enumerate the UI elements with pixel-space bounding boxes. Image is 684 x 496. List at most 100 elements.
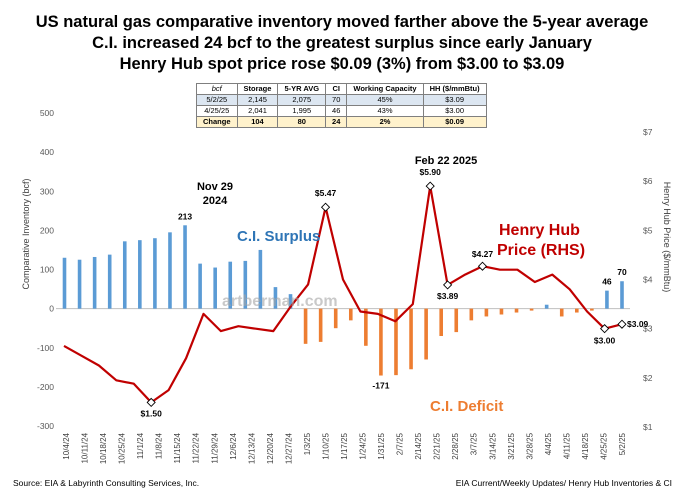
y-tick-left: 0	[49, 304, 54, 314]
ci-bar	[122, 241, 127, 309]
price-line-group	[63, 181, 627, 407]
x-tick: 10/25/24	[118, 432, 127, 464]
ci-bar	[409, 308, 413, 370]
x-tick: 1/3/25	[303, 432, 312, 455]
y-axis-right-ticks: $1 $2 $3 $4 $5 $6 $7	[643, 127, 653, 432]
y-tick-right: $7	[643, 127, 653, 137]
source-right: EIA Current/Weekly Updates/ Henry Hub In…	[456, 478, 672, 488]
price-data-label: $4.27	[472, 249, 494, 259]
x-tick: 10/4/24	[62, 432, 71, 459]
table-cell: 46	[325, 105, 348, 117]
x-tick: 12/27/24	[284, 432, 293, 464]
table-cell: 2,041	[236, 105, 279, 117]
bar-data-label: -171	[372, 381, 389, 391]
price-marker	[320, 202, 331, 212]
x-tick: 12/13/24	[247, 432, 256, 464]
x-tick: 1/24/25	[359, 432, 368, 459]
x-tick: 2/7/25	[396, 432, 405, 455]
ci-bar	[424, 308, 428, 360]
annotation-hh-line-1: Henry Hub	[499, 222, 580, 239]
price-data-label: $5.90	[420, 167, 442, 177]
y-tick-left: -100	[37, 343, 54, 353]
x-tick: 5/2/25	[618, 432, 627, 455]
ci-bar	[484, 308, 489, 317]
x-tick: 3/7/25	[470, 432, 479, 455]
x-tick: 1/31/25	[377, 432, 386, 459]
ci-bar	[499, 308, 504, 315]
table-cell: $3.00	[422, 105, 487, 117]
x-tick: 1/10/25	[322, 432, 331, 459]
ci-bar	[213, 267, 217, 309]
ci-bar	[544, 304, 549, 309]
ci-bar	[529, 308, 534, 311]
y-tick-left: 100	[40, 265, 54, 275]
watermark: artberman.com	[222, 293, 338, 310]
x-tick: 1/17/25	[340, 432, 349, 459]
ci-bar	[243, 260, 248, 309]
table-cell: 24	[325, 116, 348, 128]
x-tick: 2/14/25	[414, 432, 423, 459]
chart-title-line-3: Henry Hub spot price rose $0.09 (3%) fro…	[120, 55, 565, 73]
ci-bar	[77, 259, 82, 309]
ci-bar	[168, 232, 172, 309]
table-row: 5/2/25 2,145 2,075 70 45% $3.09	[196, 94, 487, 106]
ci-bar	[303, 308, 308, 344]
x-tick: 3/21/25	[507, 432, 516, 459]
chart-title-line-1: US natural gas comparative inventory mov…	[36, 13, 649, 31]
y-tick-left: 300	[40, 186, 54, 196]
ci-bar	[590, 308, 594, 311]
ci-bar	[258, 249, 263, 309]
x-tick: 12/20/24	[266, 432, 275, 464]
table-cell: 5/2/25	[196, 94, 238, 106]
source-left: Source: EIA & Labyrinth Consulting Servi…	[13, 478, 199, 488]
table-row: Change 104 80 24 2% $0.09	[196, 116, 487, 128]
ci-bar	[288, 294, 293, 309]
x-tick: 11/22/24	[192, 432, 201, 463]
table-cell: 1,995	[277, 105, 327, 117]
price-marker	[600, 324, 610, 334]
table-cell: $0.09	[422, 116, 487, 128]
price-data-label: $1.50	[141, 408, 163, 418]
annotation-ci-surplus: C.I. Surplus	[237, 228, 320, 245]
y-tick-right: $5	[643, 225, 653, 235]
x-tick: 4/4/25	[544, 432, 553, 455]
x-tick: 3/14/25	[488, 432, 497, 459]
table-cell: 80	[277, 116, 327, 128]
annotation-ci-deficit: C.I. Deficit	[430, 398, 503, 415]
ci-bar	[273, 287, 278, 309]
y-axis-left-ticks: -300 -200 -100 0 100 200 300 400 500	[37, 108, 54, 431]
ci-bars	[62, 225, 624, 376]
bar-data-label: 46	[602, 277, 612, 287]
ci-bar	[620, 281, 624, 309]
annotation-feb: Feb 22 2025	[415, 155, 477, 167]
table-row: 4/25/25 2,041 1,995 46 43% $3.00	[196, 105, 487, 117]
table-header-cell: HH ($/mmBtu)	[422, 83, 487, 95]
x-tick: 4/25/25	[600, 432, 609, 459]
x-tick: 10/18/24	[99, 432, 108, 464]
price-data-label: $3.89	[437, 291, 459, 301]
y-tick-right: $4	[643, 275, 653, 285]
table-cell: 43%	[346, 105, 424, 117]
ci-bar	[228, 261, 233, 309]
y-tick-right: $1	[643, 422, 653, 432]
summary-table: bcf Storage 5-YR AVG CI Working Capacity…	[196, 83, 487, 128]
annotation-hh-line-2: Price (RHS)	[497, 242, 585, 259]
ci-bar	[454, 308, 459, 333]
x-tick: 2/28/25	[451, 432, 460, 459]
table-cell: Change	[196, 116, 238, 128]
ci-bar	[514, 308, 519, 313]
ci-bar	[364, 308, 368, 346]
x-tick: 11/1/24	[136, 432, 145, 459]
x-tick: 10/11/24	[81, 432, 90, 463]
annotation-nov-line-1: Nov 29	[197, 181, 233, 193]
y-axis-left-title: Comparative Inventory (bcf)	[21, 178, 31, 289]
x-tick: 2/21/25	[433, 432, 442, 459]
x-tick: 11/15/24	[173, 432, 182, 463]
price-data-label: $3.00	[594, 336, 616, 346]
table-cell: 2,075	[277, 94, 327, 106]
price-marker	[425, 181, 435, 191]
x-tick: 4/18/25	[581, 432, 590, 459]
ci-bar	[62, 257, 67, 309]
bar-data-label: 213	[178, 211, 192, 221]
